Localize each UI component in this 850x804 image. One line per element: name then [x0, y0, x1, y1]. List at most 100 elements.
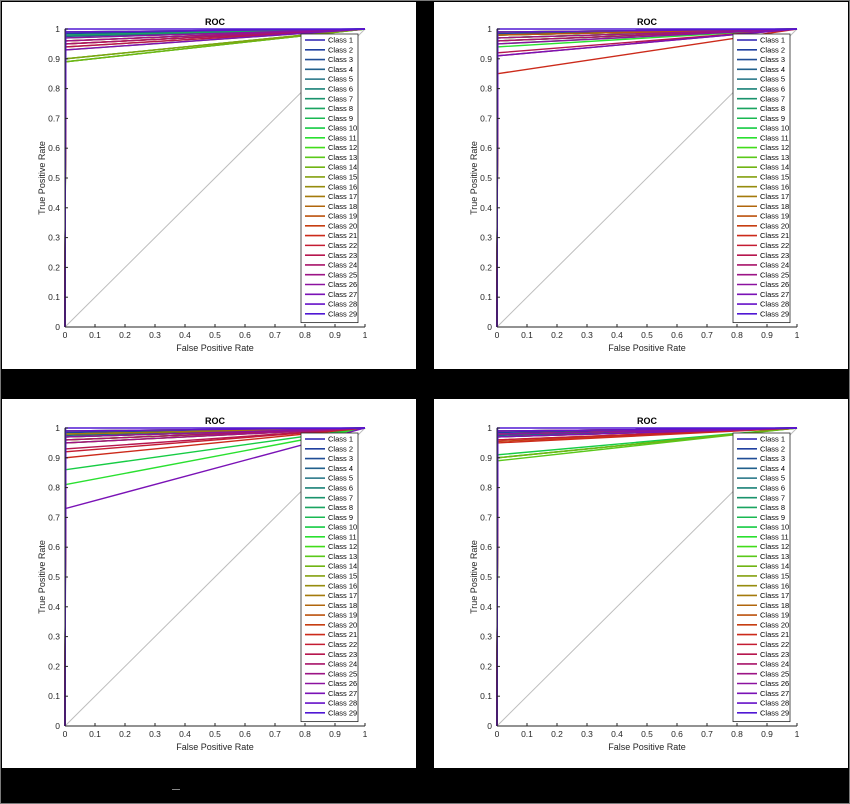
y-tick-label: 0.7 [480, 512, 492, 522]
legend-label: Class 25 [328, 270, 357, 279]
y-tick-label: 0.2 [480, 661, 492, 671]
roc-chart-4: ROC 0 0.1 0.2 0.3 0.4 0.5 0.6 0.7 0.8 0.9 1 0 0.1 0.2 0… [469, 416, 800, 752]
y-tick-label: 0.9 [480, 54, 492, 64]
legend-label: Class 17 [760, 591, 789, 600]
roc-panel-top-left: ROC 0 0.1 0.2 0.3 0.4 0.5 0.6 0.7 0.8 0.9 1 0 0.1 0.2 0… [2, 2, 416, 369]
y-tick-label: 0.8 [48, 483, 60, 493]
y-tick-label: 0.6 [48, 143, 60, 153]
y-tick-label: 0.4 [48, 203, 60, 213]
x-tick-label: 0.9 [761, 729, 773, 739]
legend-label: Class 14 [760, 562, 789, 571]
x-tick-label: 0.5 [641, 330, 653, 340]
x-tick-label: 0 [63, 330, 68, 340]
legend-label: Class 7 [328, 94, 353, 103]
x-tick-label: 1 [795, 330, 800, 340]
legend-label: Class 15 [328, 572, 357, 581]
x-tick-label: 0.4 [611, 330, 623, 340]
y-tick-label: 0.8 [480, 483, 492, 493]
legend-label: Class 4 [328, 65, 353, 74]
y-tick-label: 0.4 [480, 602, 492, 612]
legend-label: Class 1 [760, 36, 785, 45]
legend-label: Class 23 [760, 650, 789, 659]
legend-label: Class 22 [328, 241, 357, 250]
legend-label: Class 23 [328, 251, 357, 260]
legend-label: Class 13 [328, 552, 357, 561]
legend-label: Class 15 [760, 173, 789, 182]
legend-label: Class 27 [328, 689, 357, 698]
legend-label: Class 8 [760, 503, 785, 512]
legend-label: Class 24 [760, 660, 789, 669]
legend-label: Class 26 [328, 679, 357, 688]
legend-label: Class 27 [328, 290, 357, 299]
legend-label: Class 22 [328, 640, 357, 649]
legend-label: Class 20 [760, 620, 789, 629]
legend-label: Class 25 [328, 669, 357, 678]
legend-label: Class 11 [760, 133, 789, 142]
legend-label: Class 18 [760, 601, 789, 610]
chart-title: ROC [205, 416, 226, 426]
legend-label: Class 20 [328, 620, 357, 629]
x-tick-label: 1 [363, 330, 368, 340]
legend-label: Class 4 [760, 464, 785, 473]
chart-title: ROC [637, 17, 658, 27]
x-tick-label: 0.7 [269, 729, 281, 739]
x-tick-label: 1 [795, 729, 800, 739]
legend-label: Class 25 [760, 270, 789, 279]
legend-label: Class 2 [328, 444, 353, 453]
legend-label: Class 24 [328, 660, 357, 669]
legend-label: Class 22 [760, 640, 789, 649]
x-tick-label: 0.1 [521, 729, 533, 739]
y-tick-label: 0.3 [480, 233, 492, 243]
x-tick-label: 0.3 [149, 729, 161, 739]
legend-label: Class 12 [760, 542, 789, 551]
legend-label: Class 17 [760, 192, 789, 201]
y-tick-label: 0.3 [480, 632, 492, 642]
legend-label: Class 9 [760, 513, 785, 522]
x-tick-label: 0.9 [761, 330, 773, 340]
x-tick-label: 0.2 [119, 729, 131, 739]
legend-label: Class 14 [328, 163, 357, 172]
x-axis-title: False Positive Rate [608, 343, 686, 353]
legend-label: Class 27 [760, 689, 789, 698]
legend-label: Class 23 [760, 251, 789, 260]
legend-label: Class 14 [760, 163, 789, 172]
legend-label: Class 11 [328, 133, 357, 142]
legend-label: Class 18 [328, 601, 357, 610]
y-tick-label: 0.9 [480, 453, 492, 463]
legend-label: Class 7 [328, 493, 353, 502]
legend-label: Class 26 [328, 280, 357, 289]
roc-chart-2: ROC 0 0.1 0.2 0.3 0.4 0.5 0.6 0.7 0.8 0.9 1 0 0.1 0.2 0… [469, 17, 800, 353]
roc-panel-bottom-left: ROC 0 0.1 0.2 0.3 0.4 0.5 0.6 0.7 0.8 0.9 1 0 0.1 0.2 0… [2, 399, 416, 768]
y-tick-label: 1 [487, 423, 492, 433]
legend-label: Class 21 [328, 630, 357, 639]
y-tick-label: 0.5 [480, 173, 492, 183]
y-tick-label: 0 [487, 322, 492, 332]
legend-label: Class 14 [328, 562, 357, 571]
legend-label: Class 9 [328, 513, 353, 522]
legend-label: Class 23 [328, 650, 357, 659]
chart-title: ROC [205, 17, 226, 27]
y-tick-label: 0.6 [480, 542, 492, 552]
legend-label: Class 19 [760, 212, 789, 221]
roc-panel-top-right: ROC 0 0.1 0.2 0.3 0.4 0.5 0.6 0.7 0.8 0.9 1 0 0.1 0.2 0… [434, 2, 848, 369]
legend-label: Class 6 [328, 85, 353, 94]
legend-label: Class 16 [328, 182, 357, 191]
legend-label: Class 12 [328, 143, 357, 152]
legend-label: Class 3 [328, 454, 353, 463]
x-tick-label: 0.4 [179, 330, 191, 340]
legend-label: Class 5 [760, 474, 785, 483]
legend-label: Class 8 [760, 104, 785, 113]
legend-label: Class 21 [328, 231, 357, 240]
legend-label: Class 6 [328, 484, 353, 493]
y-tick-label: 0.2 [48, 262, 60, 272]
y-axis-title: True Positive Rate [37, 141, 47, 215]
legend-label: Class 29 [328, 309, 357, 318]
chart-title: ROC [637, 416, 658, 426]
x-tick-label: 0.3 [149, 330, 161, 340]
x-tick-label: 0.4 [179, 729, 191, 739]
x-tick-label: 0.6 [671, 330, 683, 340]
y-tick-label: 0.5 [48, 572, 60, 582]
legend-label: Class 17 [328, 192, 357, 201]
legend-label: Class 4 [328, 464, 353, 473]
y-tick-label: 0.8 [48, 84, 60, 94]
